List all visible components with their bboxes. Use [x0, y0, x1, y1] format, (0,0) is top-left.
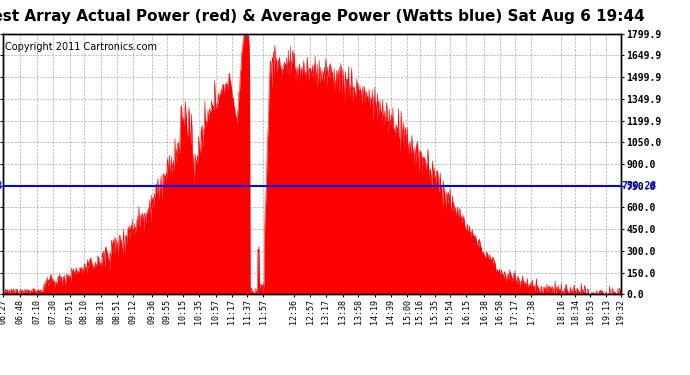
- Text: 750.28: 750.28: [622, 181, 657, 191]
- Text: West Array Actual Power (red) & Average Power (Watts blue) Sat Aug 6 19:44: West Array Actual Power (red) & Average …: [0, 9, 645, 24]
- Text: 750.28: 750.28: [0, 181, 3, 191]
- Text: Copyright 2011 Cartronics.com: Copyright 2011 Cartronics.com: [5, 42, 157, 52]
